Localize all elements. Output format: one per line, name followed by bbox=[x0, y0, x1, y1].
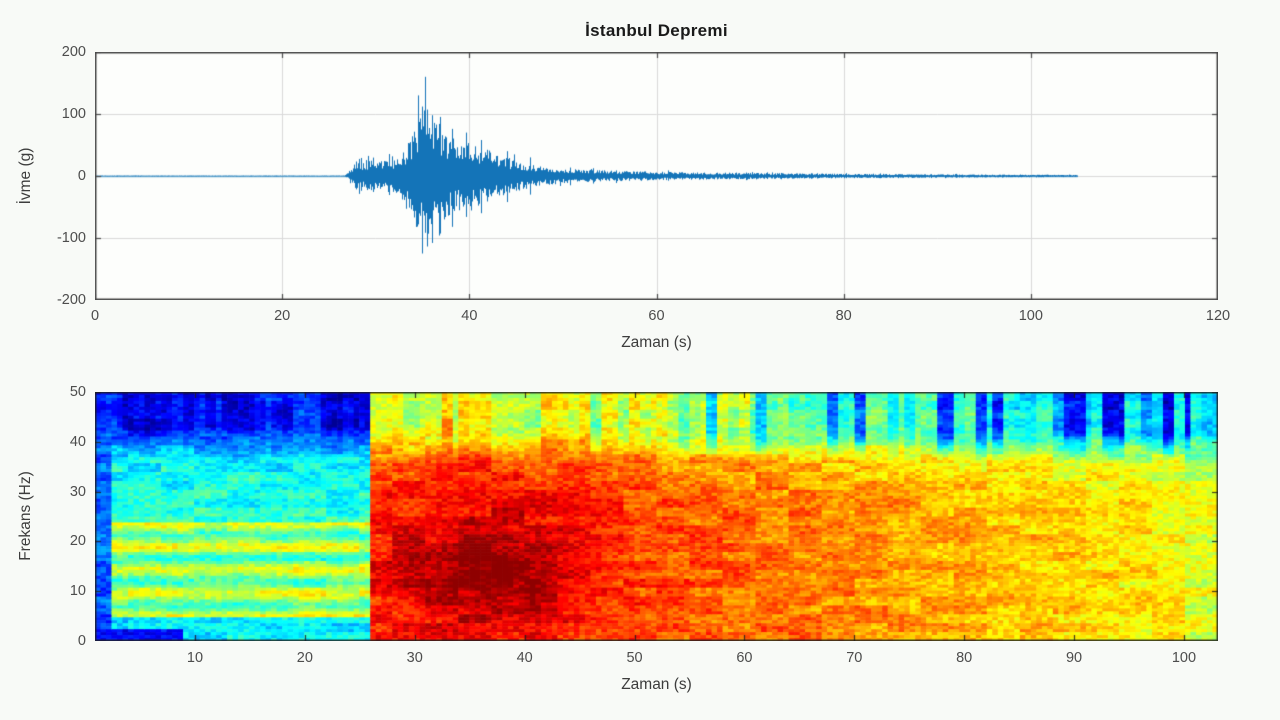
top-x-tick-label: 0 bbox=[90, 308, 100, 324]
top-x-tick-label: 120 bbox=[1205, 308, 1231, 324]
bottom-x-tick-label: 90 bbox=[1065, 650, 1083, 666]
bottom-x-tick-label: 80 bbox=[956, 650, 973, 666]
top-x-tick-label: 20 bbox=[274, 308, 291, 324]
bottom-x-tick-label: 30 bbox=[406, 650, 423, 666]
bottom-x-axis-label: Zaman (s) bbox=[621, 676, 692, 693]
top-y-axis-label: İvme (g) bbox=[17, 147, 34, 205]
bottom-y-tick-label: 50 bbox=[69, 384, 86, 400]
top-x-tick-label: 80 bbox=[835, 308, 852, 324]
top-x-tick-label: 100 bbox=[1018, 308, 1043, 324]
bottom-x-tick-label: 70 bbox=[846, 650, 863, 666]
top-y-tick-label: -100 bbox=[56, 230, 86, 246]
bottom-y-tick-label: 20 bbox=[69, 533, 86, 550]
bottom-x-tick-label: 60 bbox=[736, 650, 753, 666]
top-y-tick-label: 200 bbox=[61, 44, 86, 60]
bottom-x-tick-label: 20 bbox=[296, 650, 313, 666]
top-y-tick-label: 100 bbox=[61, 106, 86, 122]
bottom-y-tick-label: 40 bbox=[69, 433, 86, 450]
bottom-y-axis-label: Frekans (Hz) bbox=[17, 471, 34, 561]
top-x-tick-label: 60 bbox=[648, 308, 665, 324]
top-y-tick-label: -200 bbox=[56, 292, 86, 308]
bottom-y-tick-label: 30 bbox=[69, 483, 86, 500]
bottom-x-tick-label: 40 bbox=[516, 650, 533, 666]
bottom-y-tick-label: 10 bbox=[69, 583, 86, 600]
bottom-x-tick-label: 50 bbox=[626, 650, 643, 666]
top-x-axis-label: Zaman (s) bbox=[621, 334, 692, 351]
seismogram-canvas bbox=[95, 52, 1218, 300]
bottom-x-tick-label: 100 bbox=[1171, 650, 1197, 666]
top-y-tick-label: 0 bbox=[77, 168, 86, 184]
bottom-y-tick-label: 0 bbox=[77, 633, 86, 649]
plot-title: İstanbul Depremi bbox=[585, 21, 728, 40]
top-x-tick-label: 40 bbox=[461, 308, 478, 324]
spectrogram-canvas bbox=[95, 392, 1218, 641]
bottom-x-tick-label: 10 bbox=[186, 650, 204, 666]
